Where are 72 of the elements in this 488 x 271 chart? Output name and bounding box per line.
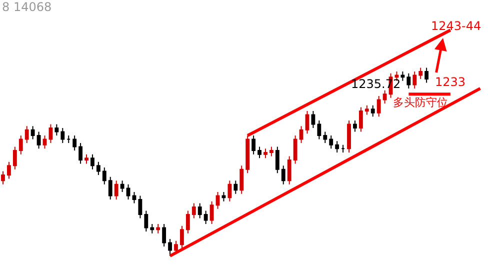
candlestick bbox=[382, 90, 387, 104]
candlestick bbox=[252, 135, 256, 155]
candlestick bbox=[210, 200, 214, 224]
candlestick bbox=[42, 135, 47, 150]
candlestick bbox=[186, 210, 190, 234]
candlestick bbox=[72, 135, 77, 152]
candlestick bbox=[246, 135, 250, 174]
annotation: 1233 bbox=[435, 75, 466, 89]
candlestick bbox=[108, 176, 112, 200]
candlestick bbox=[84, 154, 88, 164]
candlestick bbox=[138, 195, 142, 219]
candlestick bbox=[216, 191, 220, 210]
candlestick bbox=[329, 135, 334, 150]
candlestick bbox=[162, 223, 166, 248]
candlestick bbox=[281, 165, 286, 185]
candlestick bbox=[317, 120, 322, 140]
candlestick bbox=[341, 144, 345, 153]
candlestick bbox=[1, 170, 5, 185]
candlestick bbox=[269, 146, 274, 157]
candlestick bbox=[358, 106, 363, 132]
candlestick bbox=[6, 161, 11, 180]
candlestick bbox=[305, 110, 310, 134]
candlestick bbox=[30, 126, 35, 140]
candlestick bbox=[424, 67, 429, 84]
candlestick bbox=[36, 131, 41, 150]
candlestick bbox=[12, 146, 17, 170]
candlestick bbox=[120, 180, 124, 192]
candlestick bbox=[228, 180, 232, 202]
candlestick bbox=[418, 67, 423, 80]
candlestick bbox=[24, 126, 29, 144]
candlestick bbox=[114, 180, 118, 200]
candlestick bbox=[347, 120, 351, 153]
candlestick bbox=[198, 202, 202, 219]
candlestick bbox=[370, 104, 375, 118]
candlestick bbox=[204, 210, 208, 224]
candlestick bbox=[126, 184, 130, 200]
candlestick bbox=[335, 140, 340, 153]
candlestick bbox=[275, 146, 280, 174]
candlestick bbox=[78, 142, 82, 164]
candlestick bbox=[96, 161, 100, 176]
candlestick bbox=[400, 71, 405, 82]
candlestick bbox=[323, 131, 328, 144]
candlestick bbox=[150, 223, 154, 234]
candlestick bbox=[192, 202, 196, 219]
candlestick bbox=[18, 135, 23, 155]
candlestick bbox=[412, 71, 417, 89]
candlestick bbox=[353, 120, 357, 132]
candlestick bbox=[54, 124, 59, 136]
text: 8 14068 bbox=[2, 0, 52, 14]
candlestick bbox=[240, 165, 244, 194]
candlestick bbox=[376, 95, 381, 118]
candlestick bbox=[168, 238, 172, 256]
candlestick bbox=[132, 191, 136, 204]
candlestick bbox=[60, 127, 65, 144]
candlestick bbox=[144, 210, 148, 232]
candlestick bbox=[299, 126, 304, 144]
candlestick bbox=[264, 148, 268, 159]
candlestick bbox=[234, 180, 238, 194]
candlestick bbox=[156, 223, 160, 234]
candlestick bbox=[48, 124, 53, 144]
candlestick bbox=[311, 110, 316, 128]
candlestick bbox=[406, 72, 411, 89]
candlestick bbox=[287, 156, 292, 185]
candlestick bbox=[222, 191, 226, 202]
candlestick bbox=[258, 146, 262, 159]
candlestick bbox=[66, 135, 71, 144]
candlestick bbox=[364, 104, 369, 116]
candlestick bbox=[102, 166, 106, 185]
candlestick bbox=[180, 225, 184, 249]
text: 1243-44 bbox=[431, 19, 482, 33]
candlestick bbox=[90, 154, 94, 170]
candlestick bbox=[293, 135, 298, 164]
